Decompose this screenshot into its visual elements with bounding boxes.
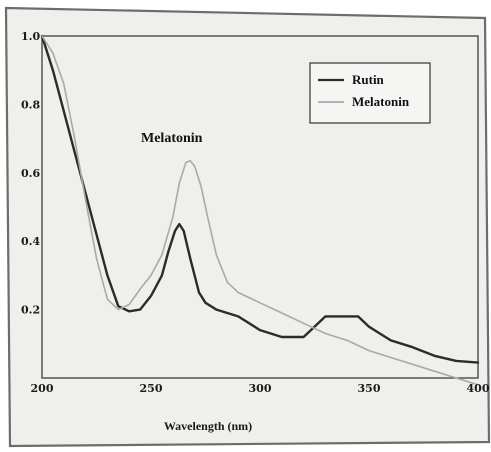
x-axis-label: Wavelength (nm)	[164, 419, 252, 433]
y-tick-label-1-0: 1.0	[21, 30, 40, 43]
legend-label-melatonin: Melatonin	[352, 94, 410, 109]
series-line-rutin	[40, 34, 480, 364]
series-layer	[40, 34, 480, 386]
tick-layer: 200 250 300 350 400 0.2 0.4 0.6 0.8 1.0	[21, 30, 490, 395]
y-tick-label-0-8: 0.8	[21, 98, 40, 111]
legend-box	[309, 62, 431, 124]
y-tick-label-0-2: 0.2	[21, 304, 40, 317]
x-tick-label-200: 200	[31, 382, 54, 395]
legend: Rutin Melatonin	[309, 62, 431, 124]
outer-frame	[4, 6, 491, 448]
x-tick-label-300: 300	[249, 382, 272, 395]
legend-label-rutin: Rutin	[352, 72, 385, 87]
x-tick-label-250: 250	[140, 382, 163, 395]
series-line-melatonin	[41, 35, 479, 386]
x-tick-label-400: 400	[467, 382, 490, 395]
x-tick-label-350: 350	[358, 382, 381, 395]
y-tick-label-0-6: 0.6	[21, 167, 40, 180]
annotation-label: Melatonin	[141, 131, 203, 146]
y-tick-label-0-4: 0.4	[21, 235, 40, 248]
plot-area	[41, 35, 479, 379]
